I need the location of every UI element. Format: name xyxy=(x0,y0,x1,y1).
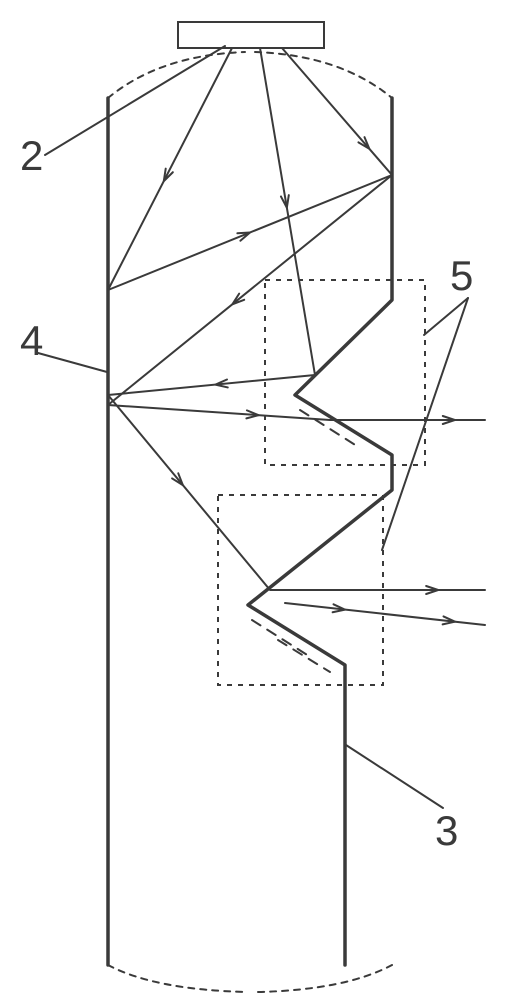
light-source-box xyxy=(178,22,324,48)
label-5: 5 xyxy=(450,255,473,297)
label-3: 3 xyxy=(435,810,458,852)
label-4: 4 xyxy=(20,320,43,362)
label-2: 2 xyxy=(20,135,43,177)
notch-callout-box xyxy=(265,280,425,465)
schematic xyxy=(0,0,506,1000)
